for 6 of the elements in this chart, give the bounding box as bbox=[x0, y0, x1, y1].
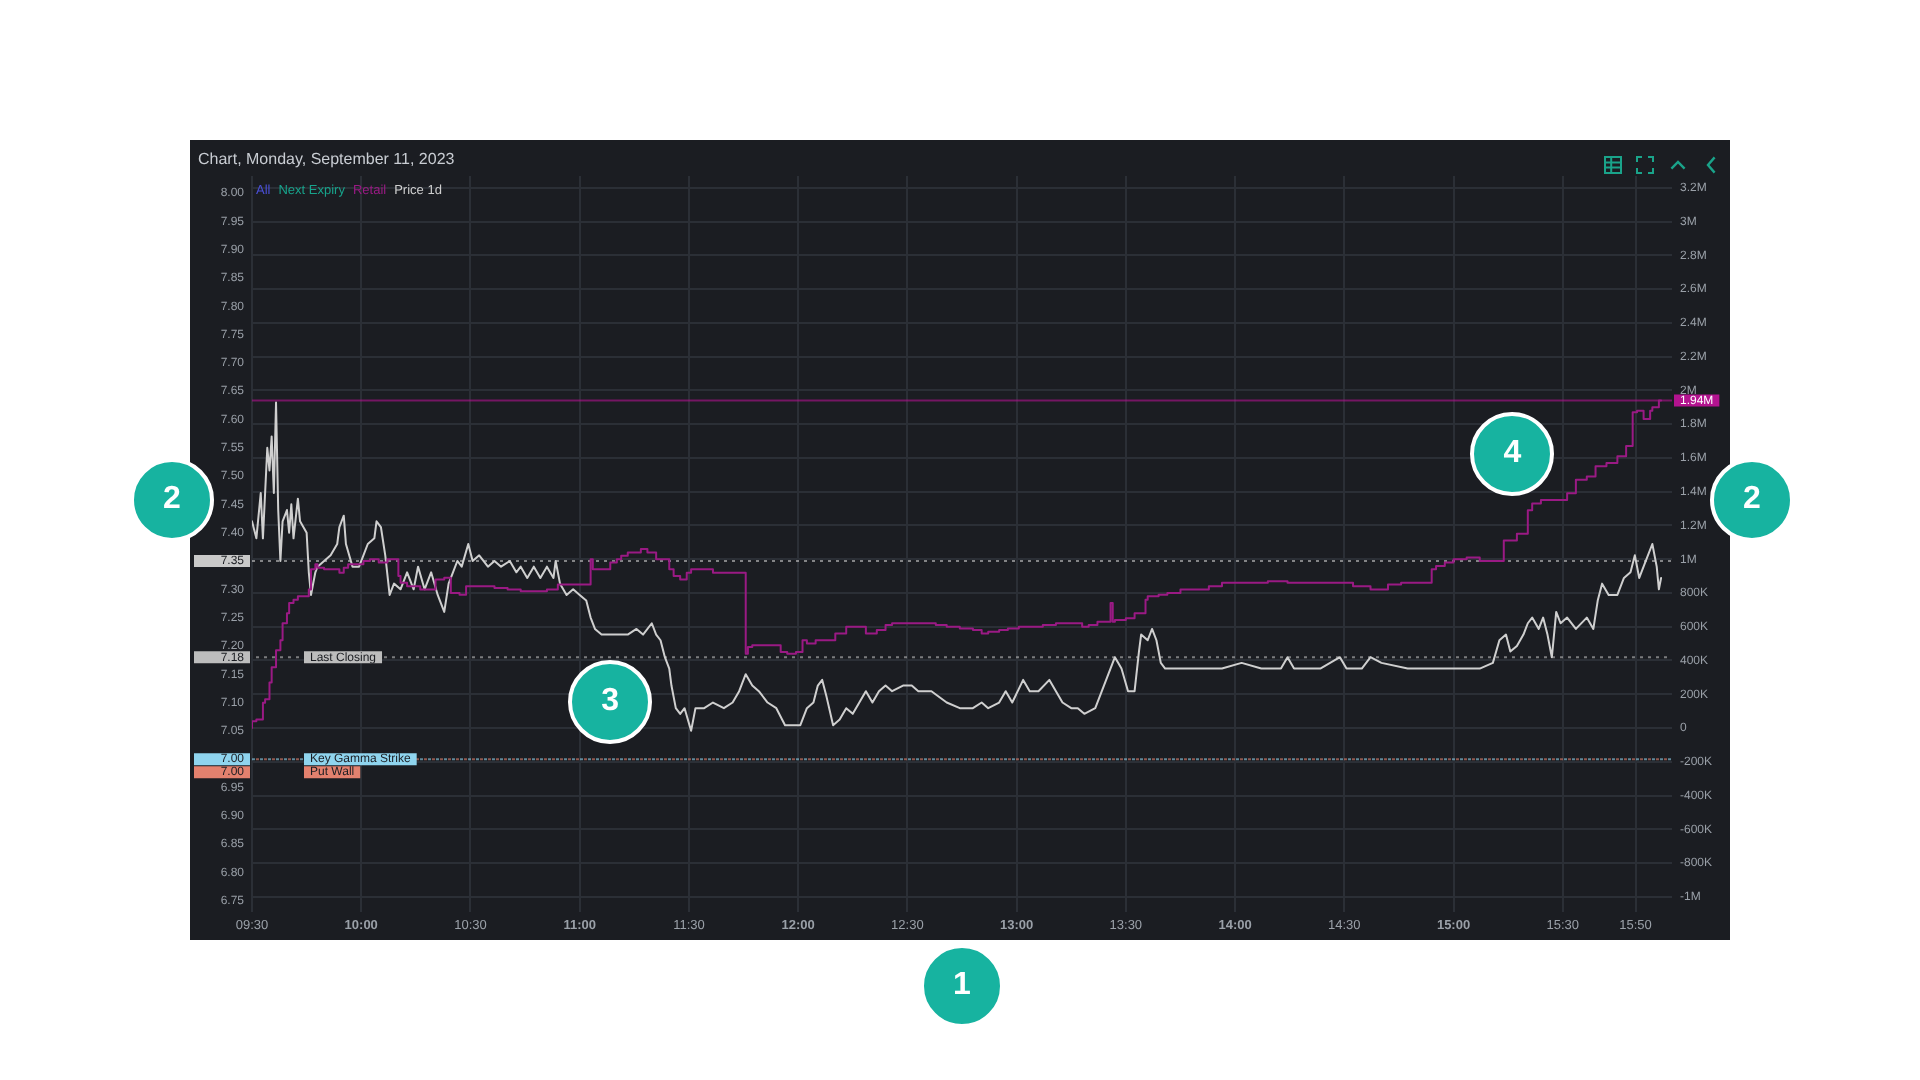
annotation: 4 bbox=[1470, 411, 1555, 496]
text: 1 bbox=[920, 944, 1004, 1028]
text: 2 bbox=[130, 457, 214, 542]
text: 2 bbox=[1710, 457, 1794, 542]
annotation: 3 bbox=[568, 660, 653, 745]
chart-title: Chart, Monday, September 11, 2023 bbox=[198, 150, 455, 168]
